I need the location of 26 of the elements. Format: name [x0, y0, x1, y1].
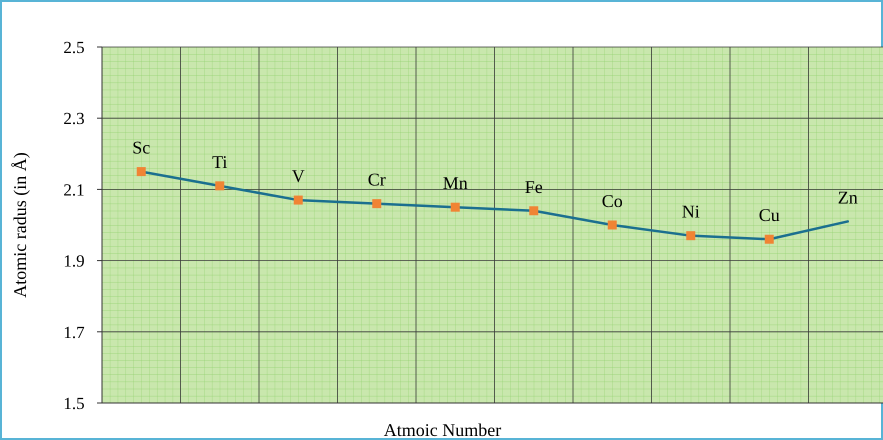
point: [686, 231, 696, 240]
point: [764, 234, 774, 244]
x-tick-label: V: [292, 166, 305, 186]
x-tick-label: Co: [602, 191, 623, 211]
point: [608, 220, 617, 230]
y-tick-label: 1.9: [63, 252, 85, 271]
point: [450, 202, 460, 212]
x-tick-label: Mn: [442, 173, 468, 194]
y-axis-title: Atomic radus (in Å): [10, 152, 30, 298]
x-tick-label: Sc: [132, 138, 150, 158]
point: [215, 181, 224, 190]
point: [136, 167, 146, 176]
y-tick-label: 2.5: [63, 38, 85, 57]
x-tick-label: Ti: [212, 152, 228, 172]
y-tick-label: 2.1: [63, 180, 85, 200]
x-tick-label: Ni: [682, 202, 700, 222]
x-tick-label: Cu: [758, 205, 780, 226]
point: [529, 206, 538, 216]
y-tick-label: 2.3: [63, 109, 85, 128]
y-tick-label: 1.5: [63, 394, 85, 413]
x-tick-label: Cr: [368, 170, 386, 190]
y-tick-label: 1.7: [63, 322, 86, 342]
point: [372, 199, 382, 208]
x-tick-label: Zn: [838, 187, 858, 208]
point: [294, 196, 303, 205]
x-axis-title: Atmoic Number: [384, 420, 502, 440]
